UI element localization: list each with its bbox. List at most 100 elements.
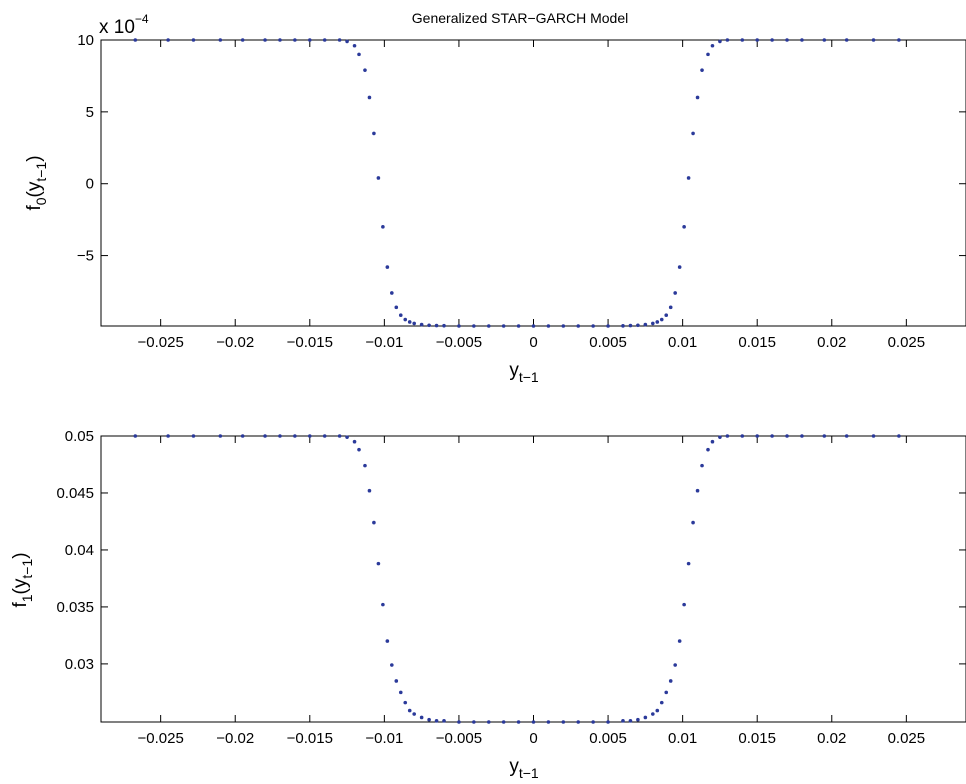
- data-point: [367, 95, 372, 100]
- y-label-sub1-1: t−1: [19, 559, 35, 579]
- data-point: [403, 317, 408, 322]
- x-tick-label: −0.015: [287, 730, 333, 747]
- data-point: [372, 131, 376, 136]
- data-point: [718, 435, 722, 439]
- data-point: [770, 38, 774, 42]
- exponent-base: x 10: [99, 17, 135, 38]
- y-label-end-0: ): [24, 155, 45, 161]
- y-label-sub0-0: 0: [33, 197, 49, 205]
- x-label-sub-0: t−1: [519, 369, 539, 385]
- data-point: [591, 720, 595, 724]
- data-point: [628, 719, 633, 723]
- data-point: [664, 313, 669, 318]
- data-point: [442, 719, 446, 723]
- points-0: [133, 38, 901, 328]
- data-point: [700, 68, 704, 72]
- data-point: [133, 38, 138, 42]
- data-point: [668, 305, 673, 310]
- data-point: [501, 324, 506, 328]
- data-point: [434, 323, 439, 328]
- data-point: [636, 717, 640, 722]
- data-point: [606, 324, 610, 328]
- data-point: [442, 323, 446, 328]
- data-point: [785, 38, 789, 42]
- data-point: [576, 324, 581, 328]
- y-tick-label: 0.05: [65, 428, 94, 445]
- data-point: [897, 38, 901, 42]
- data-point: [664, 690, 669, 695]
- data-point: [345, 39, 349, 44]
- data-point: [591, 324, 595, 328]
- data-point: [218, 434, 223, 438]
- data-point: [700, 463, 704, 468]
- x-tick-label: 0.005: [589, 334, 627, 351]
- data-point: [307, 38, 312, 42]
- data-point: [695, 488, 700, 493]
- ticks-1: −0.025 −0.02 −0.015 −0.01 −0.005 0 0.005 0.01 0.…: [56, 428, 966, 747]
- y-tick-label: 10: [77, 32, 94, 49]
- x-tick-label: 0.015: [738, 730, 776, 747]
- data-point: [376, 176, 381, 180]
- y-label-base-0: f: [24, 205, 45, 211]
- data-point: [718, 39, 722, 44]
- data-point: [263, 38, 267, 42]
- data-point: [403, 700, 408, 705]
- data-point: [394, 679, 399, 683]
- y-tick-label: 0: [86, 176, 94, 193]
- data-point: [457, 324, 461, 328]
- data-point: [725, 38, 730, 42]
- data-point: [381, 602, 385, 607]
- data-point: [897, 434, 901, 438]
- panel-f0: −0.025 −0.02 −0.015 −0.01 −0.005 0 0.005 0.01 0.…: [24, 12, 966, 385]
- data-point: [755, 434, 760, 438]
- data-point: [133, 434, 138, 438]
- data-point: [695, 95, 700, 100]
- data-point: [434, 719, 439, 723]
- data-point: [398, 313, 403, 318]
- data-point: [546, 324, 551, 328]
- data-point: [546, 720, 551, 724]
- data-point: [636, 323, 640, 328]
- data-point: [376, 561, 381, 566]
- data-point: [673, 291, 677, 295]
- data-point: [166, 434, 170, 438]
- data-point: [691, 131, 695, 136]
- data-point: [740, 38, 745, 42]
- data-point: [561, 324, 566, 328]
- data-point: [725, 434, 730, 438]
- data-point: [691, 520, 695, 525]
- data-point: [472, 324, 476, 328]
- y-label-mid-1: (y: [10, 578, 31, 594]
- data-point: [390, 291, 394, 295]
- data-point: [337, 434, 342, 438]
- data-point: [293, 434, 297, 438]
- x-tick-label: −0.01: [365, 730, 403, 747]
- data-point: [372, 520, 376, 525]
- data-point: [322, 434, 327, 438]
- data-point: [278, 434, 282, 438]
- data-point: [427, 323, 431, 328]
- data-point: [659, 700, 664, 705]
- data-point: [486, 720, 491, 724]
- data-point: [871, 38, 876, 42]
- x-tick-label: 0.01: [668, 730, 697, 747]
- data-point: [516, 324, 521, 328]
- x-axis-label-1: yt−1: [509, 756, 539, 781]
- data-point: [844, 38, 849, 42]
- data-point: [800, 434, 804, 438]
- data-point: [412, 321, 416, 326]
- panel-f1: −0.025 −0.02 −0.015 −0.01 −0.005 0 0.005 0.01 0.…: [10, 428, 966, 781]
- data-point: [677, 639, 682, 643]
- data-point: [673, 663, 677, 667]
- data-point: [412, 712, 416, 716]
- data-point: [785, 434, 789, 438]
- data-point: [844, 434, 849, 438]
- data-point: [218, 38, 223, 42]
- y-label-sub1-0: t−1: [33, 162, 49, 182]
- data-point: [398, 690, 403, 695]
- x-label-base-1: y: [509, 756, 519, 777]
- data-point: [740, 434, 745, 438]
- data-point: [686, 176, 691, 180]
- data-point: [457, 720, 461, 724]
